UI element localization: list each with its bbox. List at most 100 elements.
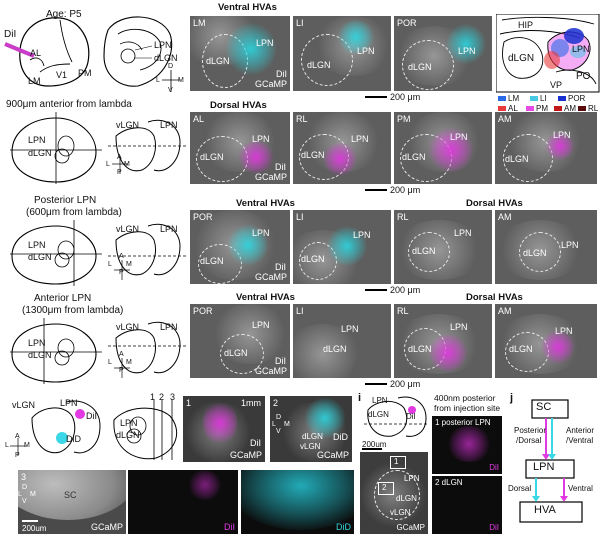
row4-axis-p: P [119, 367, 124, 374]
dlgn-label: dLGN [323, 344, 347, 354]
row3-axis-l: L [108, 261, 112, 268]
row2-left-title: 900μm anterior from lambda [6, 99, 132, 110]
box-1-label: 1 [394, 457, 399, 466]
slice2-gcamp: GCaMP [316, 450, 349, 460]
dual-axis-l: L [5, 442, 9, 449]
sc-axis-v: V [22, 498, 27, 505]
lpn-label: LPN [458, 46, 476, 56]
row3-scale-bar [365, 289, 387, 291]
lpn-label: LPN [561, 240, 579, 250]
dlgn-label: dLGN [200, 152, 224, 162]
row4-scale-label: 200 μm [390, 379, 421, 389]
section-dlgn: dLGN [396, 494, 417, 503]
panel-tag: LI [296, 212, 304, 222]
panel-tag: RL [397, 306, 409, 316]
gcamp-label: GCaMP [254, 272, 287, 282]
panel-i-section-image: 1 2 LPN dLGN vLGN GCaMP [360, 452, 428, 534]
panel-tag: POR [193, 306, 213, 316]
dil-signal [226, 22, 276, 76]
dlgn-image-dil: DiI [489, 523, 499, 532]
pm-label: PM [78, 68, 92, 78]
dual-injection-diagram [10, 400, 178, 460]
row2-dlgn: dLGN [28, 148, 52, 158]
dlgn-label: dLGN [505, 154, 529, 164]
row3-dlgn: dLGN [28, 252, 52, 262]
row4-left-title-2: (1300μm from lambda) [22, 305, 124, 316]
al-label: AL [30, 48, 42, 58]
sc-dil-image: DiI [128, 470, 238, 534]
dual-axis-m: M [24, 442, 30, 449]
lpn-label: LPN [357, 46, 375, 56]
dlgn-label: dLGN [200, 256, 224, 266]
row3-left-title-1: Posterior LPN [34, 195, 97, 206]
panel-tag: RL [397, 212, 409, 222]
sc-scale-bar [22, 520, 38, 522]
slice-num-2: 2 [159, 392, 165, 402]
dlgn-label: dLGN [301, 150, 325, 160]
row2-scale-label: 200 μm [390, 185, 421, 195]
row3-axis-a: A [119, 253, 124, 260]
section-vlgn: vLGN [390, 508, 411, 517]
dlgn-label: dLGN [508, 53, 535, 64]
legend-pm: PM [536, 104, 548, 113]
row1-panel-por: POR LPN dLGN [394, 16, 492, 91]
row2-panel-al: AL LPN dLGN DiI GCaMP [190, 112, 290, 184]
row4-panel-por: POR LPN dLGN DiI GCaMP [190, 304, 290, 378]
row4-section-diagram [10, 318, 186, 384]
row1-panel-lm: LM LPN dLGN DiI GCaMP [190, 16, 290, 91]
panel-i-letter: i [358, 392, 362, 404]
section-lpn: LPN [404, 474, 420, 483]
dual-lpn: LPN [60, 398, 78, 408]
row2-axis-m: M [124, 161, 130, 168]
sc-did-image: DiD [241, 470, 354, 534]
row4-axis-m: M [126, 359, 132, 366]
lpn-label: LPN [252, 320, 270, 330]
row2-panel-pm: PM LPN dLGN [394, 112, 492, 184]
sc-scale: 200um [22, 524, 47, 533]
dual-dlgn-right: dLGN [116, 430, 140, 440]
row3-vlgn: vLGN [116, 224, 140, 234]
lpn-label: LPN [252, 134, 270, 144]
lm-label: LM [28, 76, 41, 86]
slice1-scale: 1mm [241, 398, 261, 408]
gcamp-label: GCaMP [254, 79, 287, 89]
sc-gcamp: GCaMP [90, 522, 123, 532]
j-anterior-1: Anterior [566, 426, 595, 435]
posterior-lpn-label: 1 posterior LPN [435, 418, 491, 427]
row2-scale-bar [365, 189, 387, 191]
row2-axis-p: P [117, 169, 122, 176]
legend-lm: LM [508, 94, 520, 103]
sc-gcamp-image: 3 D L M V SC GCaMP 200um [18, 470, 126, 534]
box-1 [390, 456, 406, 469]
legend-por: POR [568, 94, 586, 103]
row2-header: Dorsal HVAs [210, 100, 267, 111]
slice1-gcamp: GCaMP [229, 450, 262, 460]
row3-scale-label: 200 μm [390, 285, 421, 295]
panel-tag: AM [498, 212, 512, 222]
panel-tag: PM [397, 114, 411, 124]
slice2-axis-m: M [284, 421, 290, 428]
row3-axis-m: M [126, 261, 132, 268]
panel-tag: RL [296, 114, 308, 124]
dlgn-label: dLGN [224, 348, 248, 358]
lpn-label: LPN [450, 132, 468, 142]
panel-j-letter: j [510, 392, 514, 404]
dual-dil: DiI [86, 411, 97, 421]
posterior-lpn-dil: DiI [489, 463, 499, 472]
slice1-dil: DiI [250, 438, 261, 448]
row4-lpn-right: LPN [160, 322, 178, 332]
legend-am: AM [564, 104, 576, 113]
slice1-image: 1 1mm GCaMP DiI [183, 396, 265, 462]
lpn-label: LPN [555, 326, 573, 336]
legend-rl: RL [588, 104, 599, 113]
slice2-axis-d: D [276, 414, 282, 421]
panel-i-lpn: LPN [372, 396, 388, 405]
dlgn-label: dLGN [402, 152, 426, 162]
row2-panel-am: AM LPN dLGN [495, 112, 597, 184]
gcamp-label: GCaMP [254, 366, 287, 376]
row3-section-diagram [10, 220, 186, 286]
panel-tag: LI [296, 18, 304, 28]
dual-axis-p: P [15, 452, 20, 459]
row4-panel-rl: RL LPN dLGN [394, 304, 492, 378]
row1-scale-label: 200 μm [390, 92, 421, 102]
